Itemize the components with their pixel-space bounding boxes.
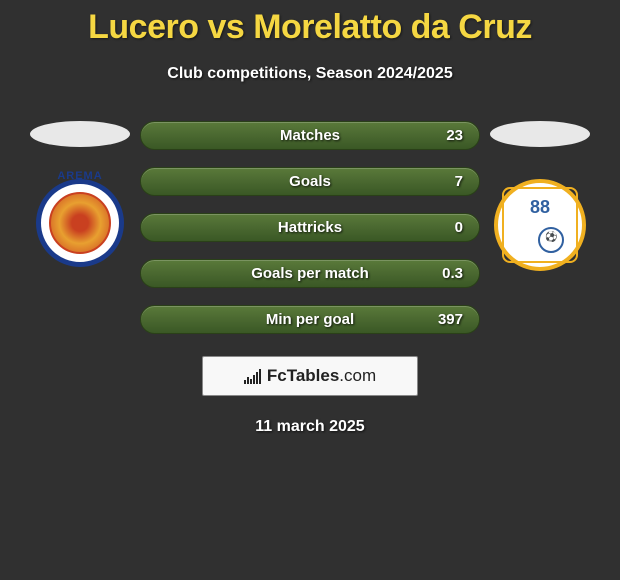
left-logo-label: AREMA bbox=[57, 170, 102, 182]
left-column: AREMA bbox=[20, 121, 140, 267]
stat-label: Goals per match bbox=[251, 265, 369, 282]
chart-icon bbox=[244, 369, 261, 384]
page-title: Lucero vs Morelatto da Cruz bbox=[0, 0, 620, 47]
stat-bar-mpg: Min per goal 397 bbox=[140, 305, 480, 334]
right-logo-number: 88 bbox=[530, 197, 550, 218]
left-team-logo: AREMA bbox=[36, 179, 124, 267]
left-ellipse bbox=[30, 121, 130, 147]
stat-bar-goals: Goals 7 bbox=[140, 167, 480, 196]
stat-label: Hattricks bbox=[278, 219, 342, 236]
right-team-logo: 88 bbox=[494, 179, 586, 271]
right-logo-ball-icon bbox=[538, 227, 564, 253]
stats-column: Matches 23 Goals 7 Hattricks 0 Goals per… bbox=[140, 121, 480, 334]
stat-bar-gpm: Goals per match 0.3 bbox=[140, 259, 480, 288]
brand-text: FcTables.com bbox=[267, 366, 376, 386]
stat-value: 0.3 bbox=[442, 265, 463, 282]
stat-bar-matches: Matches 23 bbox=[140, 121, 480, 150]
stat-value: 23 bbox=[446, 127, 463, 144]
date-text: 11 march 2025 bbox=[0, 418, 620, 436]
right-ellipse bbox=[490, 121, 590, 147]
right-column: 88 bbox=[480, 121, 600, 271]
stat-value: 397 bbox=[438, 311, 463, 328]
subtitle: Club competitions, Season 2024/2025 bbox=[0, 65, 620, 83]
left-logo-inner bbox=[49, 192, 111, 254]
stat-label: Matches bbox=[280, 127, 340, 144]
stat-label: Goals bbox=[289, 173, 331, 190]
brand-box: FcTables.com bbox=[202, 356, 418, 396]
stat-label: Min per goal bbox=[266, 311, 354, 328]
stat-bar-hattricks: Hattricks 0 bbox=[140, 213, 480, 242]
stat-value: 0 bbox=[455, 219, 463, 236]
brand-rest: .com bbox=[339, 366, 376, 385]
brand-bold: FcTables bbox=[267, 366, 339, 385]
stat-value: 7 bbox=[455, 173, 463, 190]
main-content: AREMA Matches 23 Goals 7 Hattricks 0 Goa… bbox=[0, 121, 620, 334]
